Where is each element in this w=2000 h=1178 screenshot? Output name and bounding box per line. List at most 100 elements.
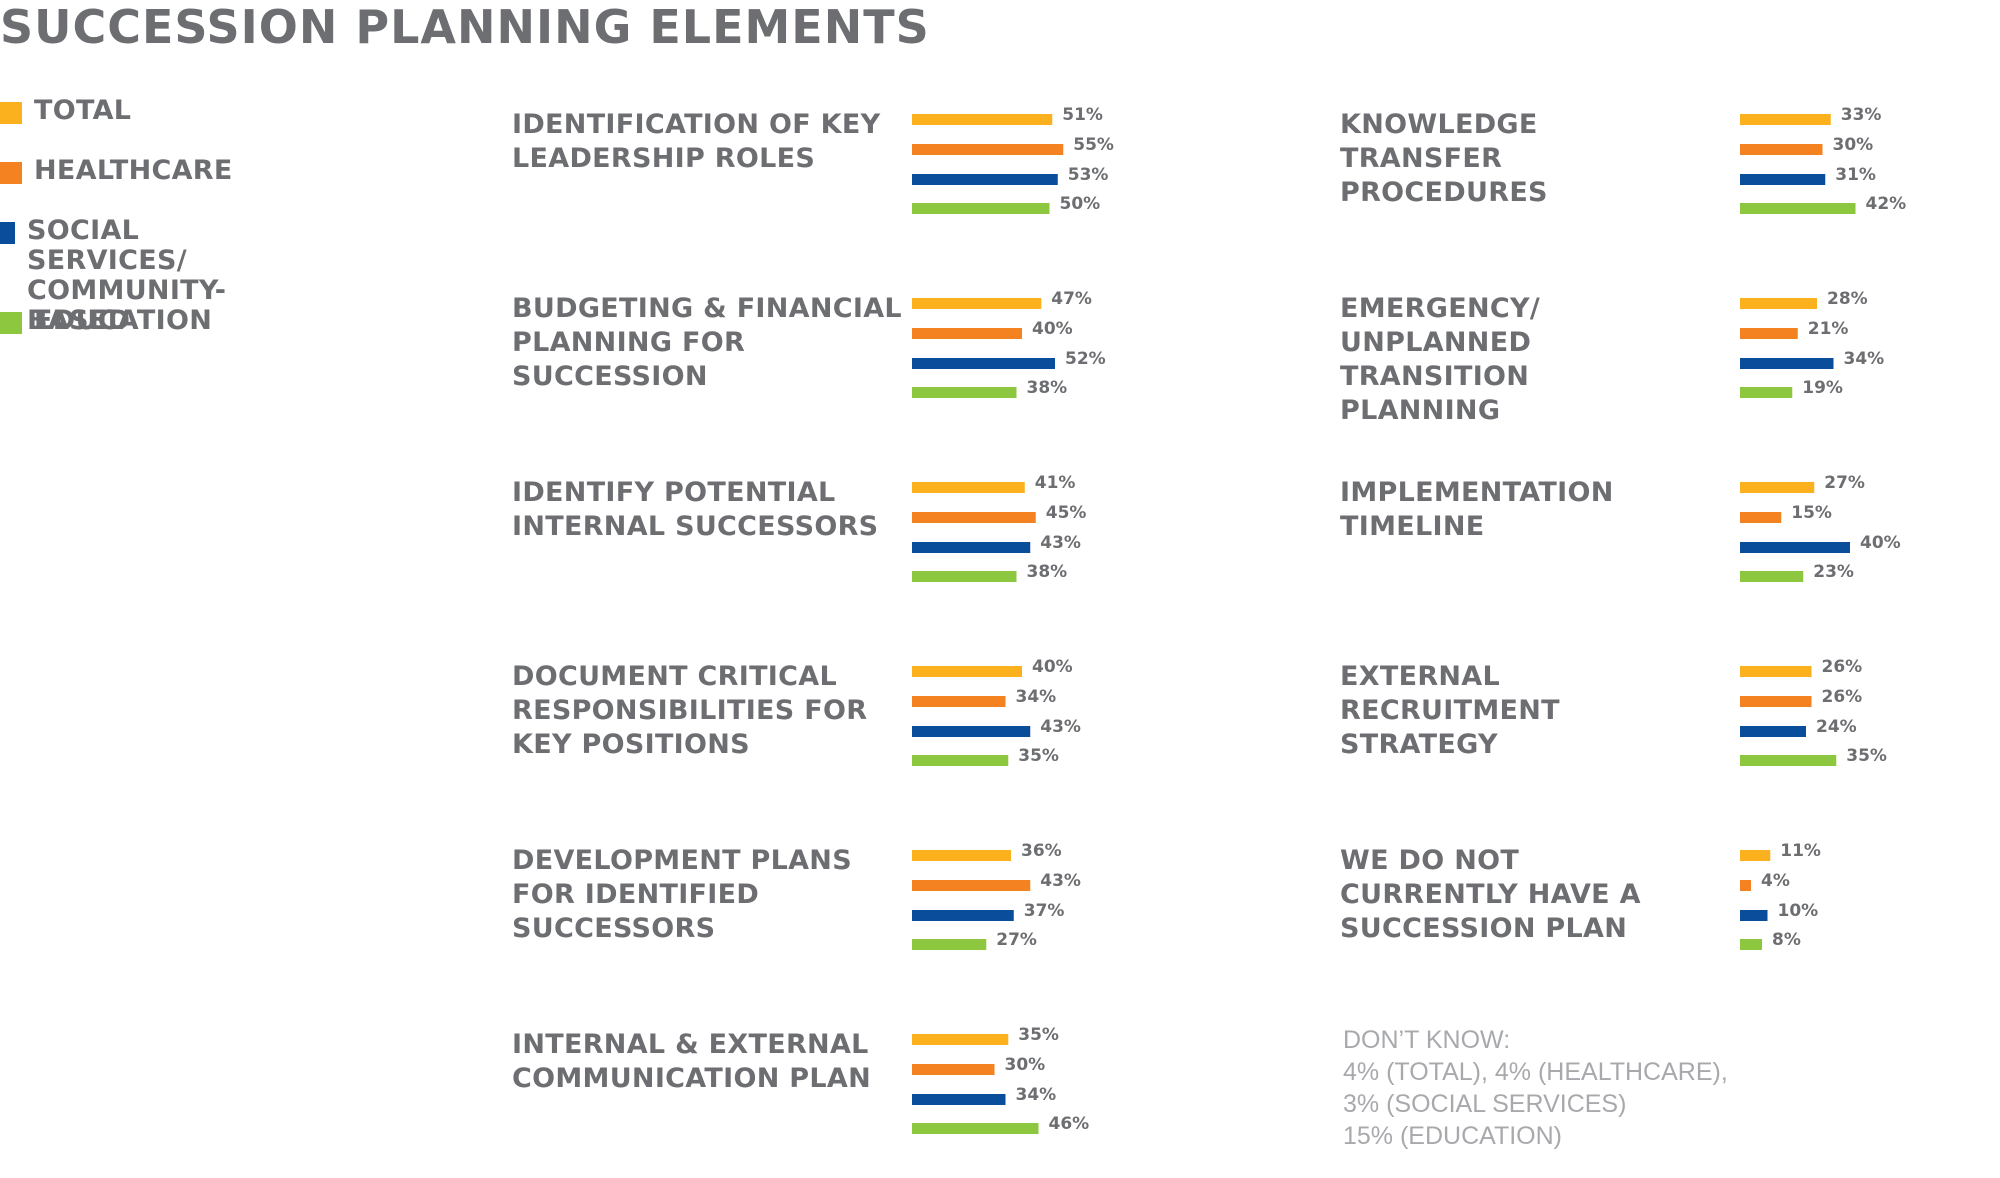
bar-healthcare [912,144,1064,155]
bar-total [912,298,1042,309]
bar-healthcare [1740,880,1751,891]
bar-healthcare [1740,328,1798,339]
bar-value-label: 43% [1040,533,1081,553]
bar-value-label: 21% [1808,319,1849,339]
bar-education [1740,755,1837,766]
bar-social-services [1740,174,1826,185]
category-label: IDENTIFICATION OF KEY LEADERSHIP ROLES [512,109,881,174]
bar-set: 27% 15% 40% 23% [1740,473,1901,582]
bar-value-label: 53% [1068,165,1109,185]
category-label: INTERNAL & EXTERNAL COMMUNICATION PLAN [512,1029,871,1094]
bar-value-label: 26% [1822,657,1863,677]
bar-value-label: 40% [1032,319,1073,339]
bar-healthcare [1740,144,1823,155]
bar-group: IDENTIFICATION OF KEY LEADERSHIP ROLES 51… [512,105,1232,258]
bar-social-services [1740,542,1850,553]
bar-group: KNOWLEDGE TRANSFER PROCEDURES 33% 30% 31% 42… [1340,105,2000,258]
bar-value-label: 52% [1065,349,1106,369]
bar-value-label: 11% [1780,841,1821,861]
bar-set: 35% 30% 34% 46% [912,1025,1090,1134]
bar-healthcare [1740,512,1782,523]
legend-item-social-services: SOCIAL SERVICES/ COMMUNITY-BASED [0,216,233,336]
bar-set: 47% 40% 52% 38% [912,289,1106,398]
category-label: IMPLEMENTATION TIMELINE [1340,477,1614,542]
bar-healthcare [912,512,1036,523]
bar-value-label: 50% [1060,194,1101,214]
legend-label-education: EDUCATION [34,305,213,336]
category-label: WE DO NOT CURRENTLY HAVE A SUCCESSION PL… [1340,845,1641,944]
bar-education [912,203,1050,214]
legend-swatch-social-services [0,222,15,244]
bar-value-label: 38% [1027,378,1068,398]
category-label: IDENTIFY POTENTIAL INTERNAL SUCCESSORS [512,477,879,542]
bar-value-label: 43% [1040,871,1081,891]
bar-group: DEVELOPMENT PLANS FOR IDENTIFIED SUCCESS… [512,841,1232,994]
bar-total [1740,850,1771,861]
bar-healthcare [912,696,1006,707]
bar-value-label: 42% [1866,194,1907,214]
bar-value-label: 55% [1073,135,1114,155]
bar-value-label: 46% [1049,1114,1090,1134]
bar-total [1740,114,1831,125]
bar-value-label: 23% [1813,562,1854,582]
bar-education [1740,387,1793,398]
bar-total [912,482,1025,493]
bar-group: BUDGETING & FINANCIAL PLANNING FOR SUCCE… [512,289,1232,442]
bar-social-services [912,174,1058,185]
legend-swatch-healthcare [0,162,22,184]
bar-value-label: 38% [1027,562,1068,582]
bar-value-label: 24% [1816,717,1857,737]
bar-social-services [912,910,1014,921]
bar-value-label: 40% [1032,657,1073,677]
bar-value-label: 43% [1040,717,1081,737]
bar-value-label: 37% [1024,901,1065,921]
bar-value-label: 34% [1016,687,1057,707]
bar-total [1740,666,1812,677]
bar-education [912,755,1009,766]
bar-social-services [1740,726,1806,737]
bar-group: IDENTIFY POTENTIAL INTERNAL SUCCESSORS 41… [512,473,1232,626]
bar-value-label: 8% [1772,930,1801,950]
bar-group: IMPLEMENTATION TIMELINE 27% 15% 40% 23% [1340,473,2000,626]
bar-set: 11% 4% 10% 8% [1740,841,1821,950]
bar-value-label: 34% [1844,349,1885,369]
bar-education [912,1123,1039,1134]
bar-set: 33% 30% 31% 42% [1740,105,1907,214]
legend-label-total: TOTAL [34,95,132,126]
bar-value-label: 47% [1051,289,1092,309]
bar-value-label: 4% [1761,871,1790,891]
bar-social-services [912,358,1055,369]
bar-total [1740,482,1815,493]
legend-swatch-education [0,312,22,334]
bar-value-label: 35% [1018,746,1059,766]
bar-value-label: 33% [1841,105,1882,125]
bar-value-label: 30% [1005,1055,1046,1075]
bar-value-label: 27% [1824,473,1865,493]
bar-total [912,1034,1009,1045]
bar-social-services [1740,358,1834,369]
bar-total [1740,298,1817,309]
bar-value-label: 41% [1035,473,1076,493]
bar-value-label: 15% [1791,503,1832,523]
bar-set: 36% 43% 37% 27% [912,841,1081,950]
bar-set: 41% 45% 43% 38% [912,473,1087,582]
category-label: EMERGENCY/ UNPLANNED TRANSITION PLANNING [1340,293,1540,426]
bar-set: 40% 34% 43% 35% [912,657,1081,766]
bar-education [1740,571,1804,582]
bar-value-label: 26% [1822,687,1863,707]
bar-education [912,387,1017,398]
bar-value-label: 45% [1046,503,1087,523]
bar-value-label: 34% [1016,1085,1057,1105]
bar-social-services [912,726,1031,737]
bar-value-label: 36% [1021,841,1062,861]
bar-value-label: 28% [1827,289,1868,309]
bar-set: 51% 55% 53% 50% [912,105,1114,214]
bar-value-label: 35% [1018,1025,1059,1045]
bar-education [1740,203,1856,214]
bar-value-label: 40% [1860,533,1901,553]
legend-item-healthcare: HEALTHCARE [0,156,233,186]
category-label: EXTERNAL RECRUITMENT STRATEGY [1340,661,1560,760]
bar-healthcare [912,328,1022,339]
bar-group: INTERNAL & EXTERNAL COMMUNICATION PLAN 35… [512,1025,1232,1178]
bar-set: 26% 26% 24% 35% [1740,657,1887,766]
